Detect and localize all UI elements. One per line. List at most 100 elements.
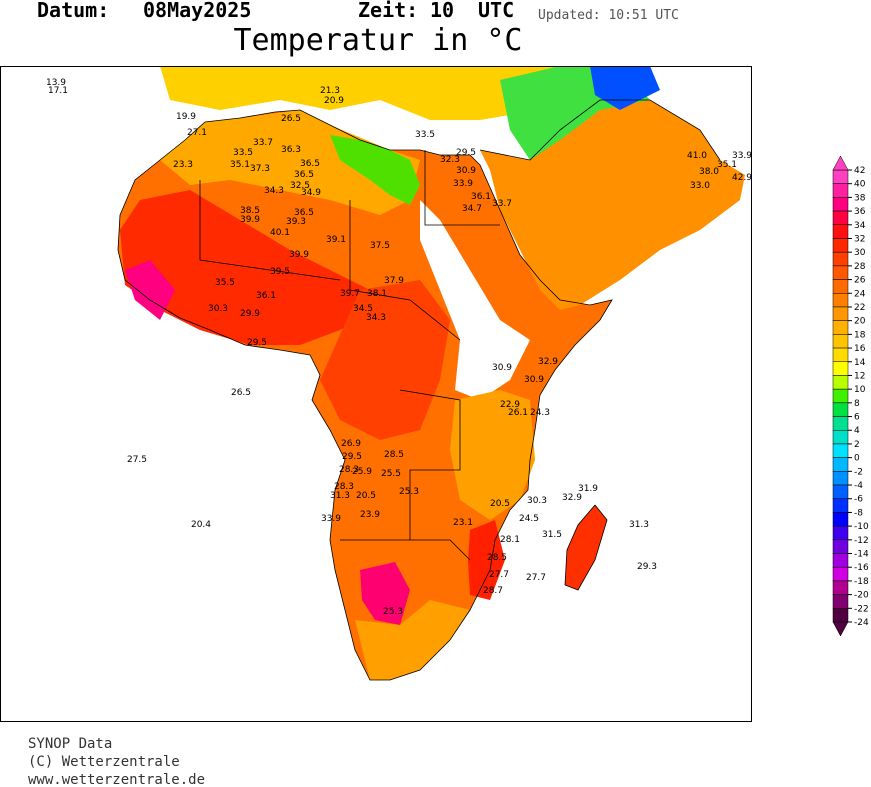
legend-tick-label: 36: [854, 207, 866, 217]
station-label: 29.5: [456, 148, 476, 158]
station-label: 25.9: [352, 467, 372, 477]
station-label: 34.3: [366, 313, 386, 323]
station-label: 35.1: [717, 160, 737, 170]
station-label: 23.3: [173, 160, 193, 170]
namibia-hot: [360, 562, 410, 625]
legend-tick-label: 34: [854, 221, 866, 231]
station-label: 30.9: [492, 363, 512, 373]
station-label: 29.3: [637, 562, 657, 572]
legend-tick-label: -14: [854, 550, 869, 560]
time: 10: [430, 0, 454, 22]
madagascar: [565, 505, 607, 590]
legend-swatch: [832, 197, 849, 212]
legend-swatch: [832, 265, 849, 280]
station-label: 23.1: [453, 518, 473, 528]
station-label: 39.9: [289, 250, 309, 260]
station-label: 30.9: [524, 375, 544, 385]
station-label: 37.5: [370, 241, 390, 251]
station-label: 27.5: [127, 455, 147, 465]
legend-tick-label: 8: [854, 399, 860, 409]
station-label: 30.9: [456, 166, 476, 176]
legend-tick-label: 12: [854, 371, 865, 381]
map-frame: [0, 66, 752, 722]
updated: Updated: 10:51 UTC: [538, 8, 679, 23]
station-label: 36.5: [294, 208, 314, 218]
legend-swatch: [832, 238, 849, 253]
station-label: 40.1: [270, 228, 290, 238]
station-label: 33.9: [453, 179, 473, 189]
footer-line: www.wetterzentrale.de: [28, 772, 205, 787]
station-label: 21.3: [320, 86, 340, 96]
legend-swatch: [832, 457, 849, 472]
station-label: 39.9: [240, 215, 260, 225]
station-label: 28.7: [483, 586, 503, 596]
station-label: 36.1: [471, 192, 491, 202]
station-label: 23.9: [360, 510, 380, 520]
legend-swatch: [832, 334, 849, 349]
station-label: 38.0: [699, 167, 719, 177]
legend-swatch: [832, 388, 849, 404]
legend: 424038363432302826242220181614121086420-…: [832, 155, 869, 637]
station-label: 20.9: [324, 96, 344, 106]
station-label: 25.5: [381, 469, 401, 479]
station-label: 39.7: [340, 289, 360, 299]
station-label: 41.0: [687, 151, 707, 161]
station-label: 33.5: [233, 148, 253, 158]
station-label: 33.9: [321, 514, 341, 524]
station-label: 33.5: [415, 130, 435, 140]
legend-tick-label: 40: [854, 180, 866, 190]
stations: 33.533.736.336.535.1 37.336.532.534.3 34.9…: [46, 78, 752, 617]
station-label: 36.5: [294, 170, 314, 180]
legend-swatch: [832, 306, 849, 321]
legend-tick-label: -8: [854, 508, 863, 518]
station-label: 35.1: [230, 160, 250, 170]
station-label: 36.5: [300, 159, 320, 169]
station-label: 32.5: [290, 181, 310, 191]
map: 33.533.736.336.535.1 37.336.532.534.3 34.9…: [0, 66, 752, 722]
south-africa: [355, 600, 470, 680]
station-label: 34.9: [301, 188, 321, 198]
legend-swatch: [832, 361, 849, 376]
time-zone: UTC: [478, 0, 514, 22]
station-label: 27.7: [526, 573, 546, 583]
station-label: 26.5: [281, 114, 301, 124]
station-label: 19.9: [176, 112, 196, 122]
station-label: 34.5: [353, 304, 373, 314]
station-label: 39.1: [326, 235, 346, 245]
legend-tick-label: 24: [854, 289, 866, 299]
legend-tick-label: 38: [854, 193, 866, 203]
legend-tick-label: 22: [854, 303, 865, 313]
legend-swatch: [832, 608, 849, 623]
station-label: 24.3: [530, 408, 550, 418]
station-label: 17.1: [48, 86, 68, 96]
legend-tick-label: 14: [854, 358, 866, 368]
legend-tick-label: 20: [854, 317, 866, 327]
station-label: 33.7: [492, 199, 512, 209]
station-label: 38.1: [367, 289, 387, 299]
station-label: 35.5: [215, 278, 235, 288]
legend-tick-label: 2: [854, 440, 860, 450]
legend-swatch: [832, 525, 849, 541]
station-label: 28.3: [334, 482, 354, 492]
legend-swatch: [832, 512, 849, 527]
caspian-blue: [590, 66, 660, 110]
station-label: 30.3: [208, 304, 228, 314]
senegal-hot: [125, 260, 175, 320]
station-label: 39.5: [270, 267, 290, 277]
legend-tick-label: -20: [854, 591, 869, 601]
legend-swatch: [832, 580, 849, 595]
station-label: 25.3: [399, 487, 419, 497]
station-label: 37.3: [250, 164, 270, 174]
legend-tick-label: -24: [854, 618, 869, 628]
europe: [160, 66, 560, 120]
legend-swatch: [832, 169, 849, 184]
legend-swatch: [832, 293, 849, 308]
legend-swatch: [832, 594, 849, 609]
legend-swatch: [832, 498, 849, 513]
sahara-north: [160, 110, 420, 215]
legend-swatch: [832, 471, 849, 486]
station-label: 28.3: [339, 465, 359, 475]
station-label: 26.1: [508, 408, 528, 418]
legend-swatch: [832, 210, 849, 226]
